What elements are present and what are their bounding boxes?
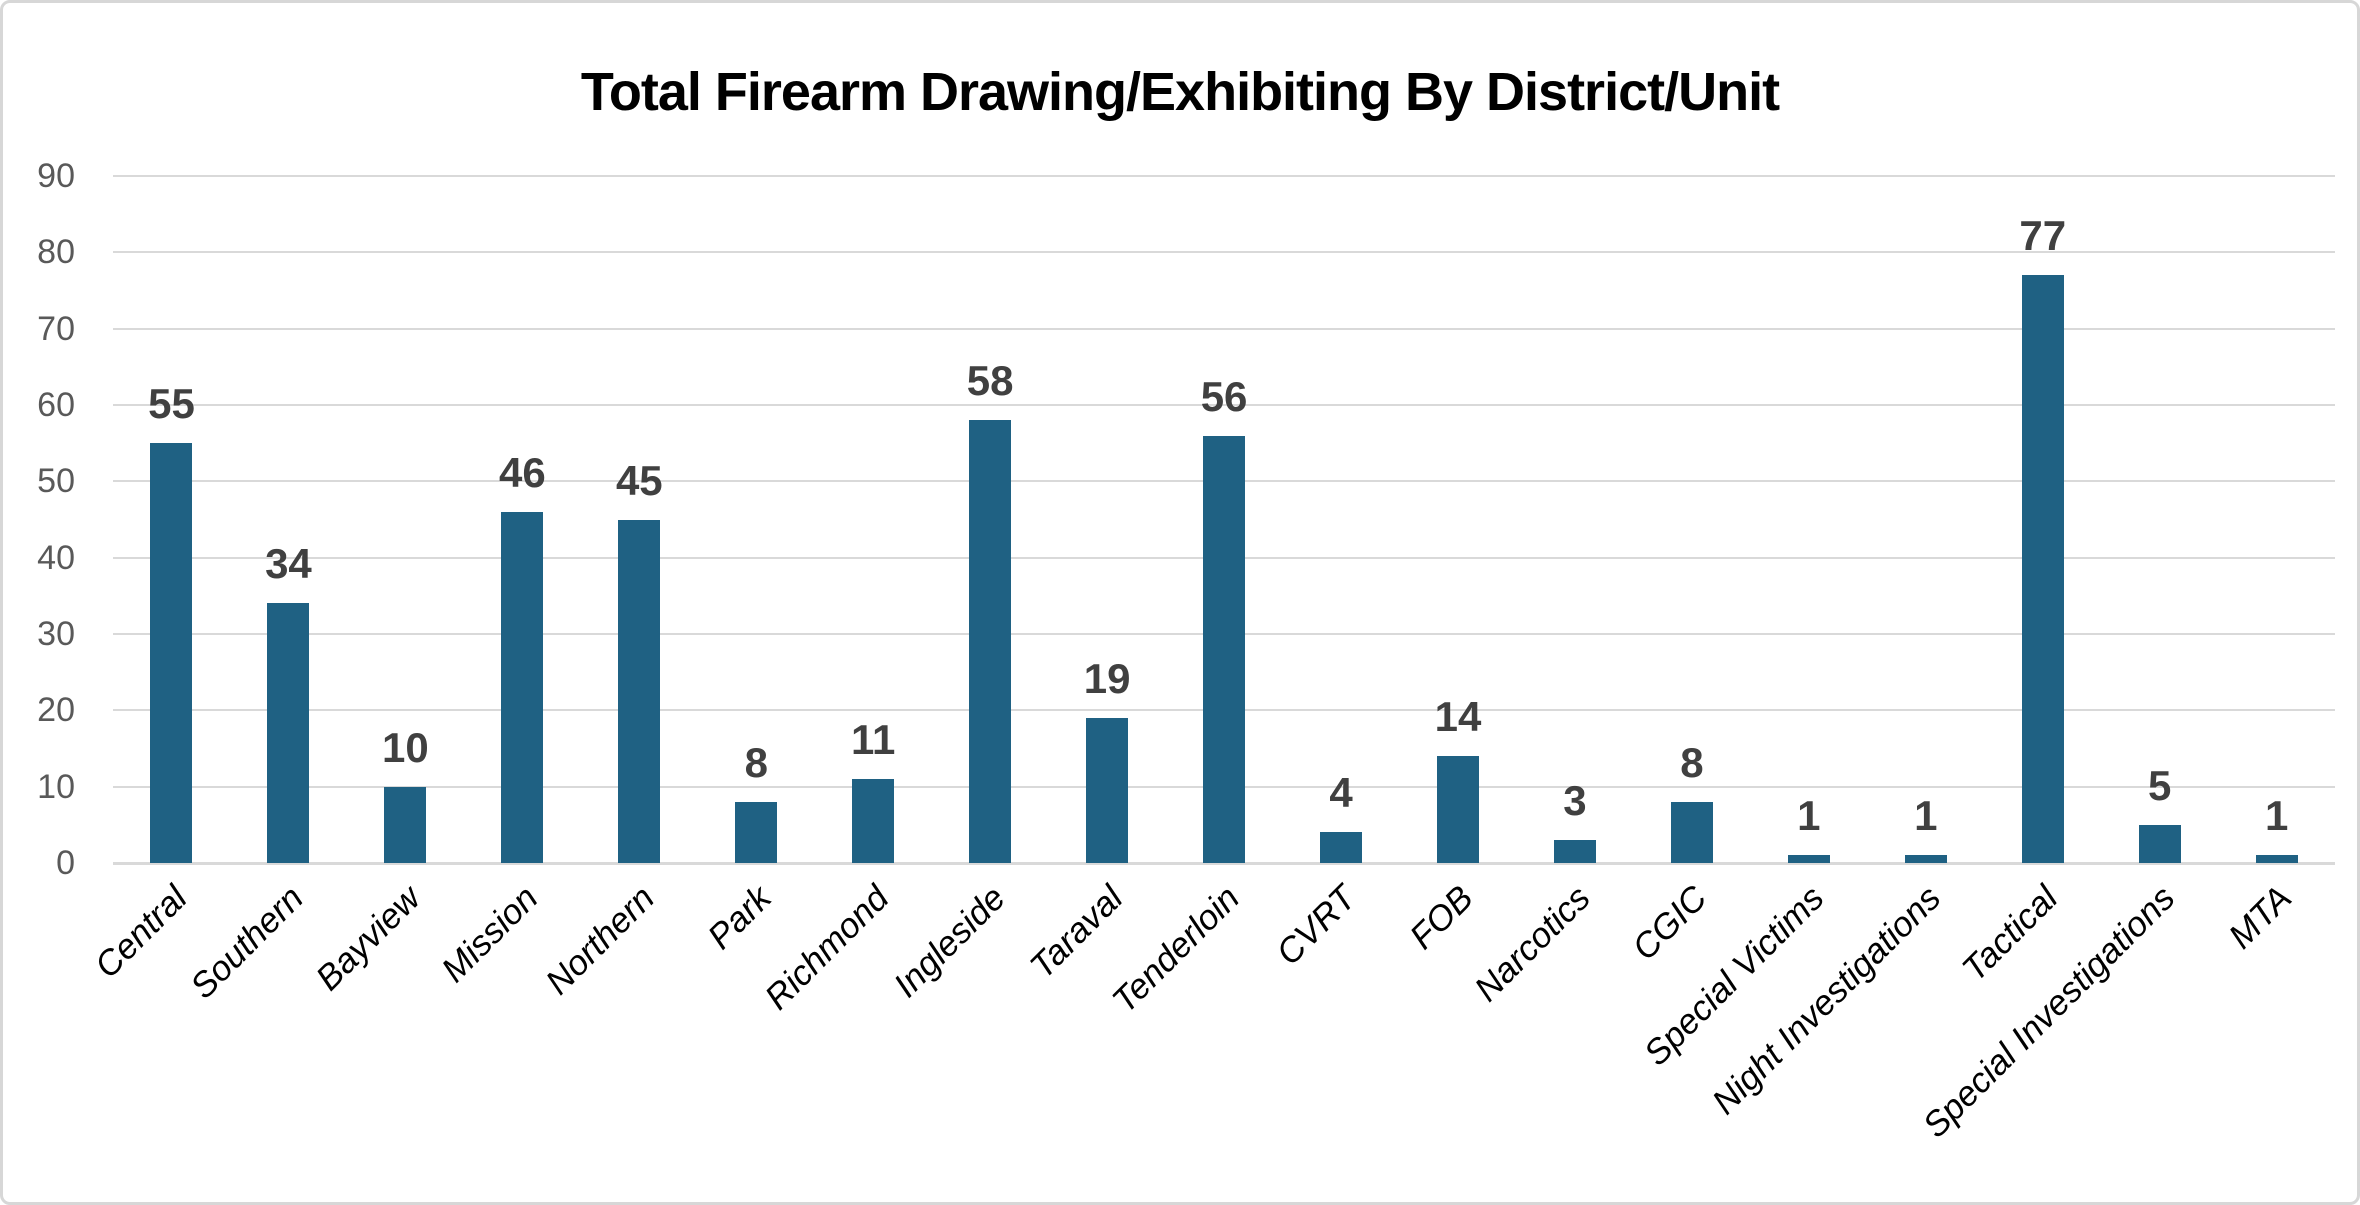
bar-value-label: 45 bbox=[615, 456, 663, 504]
x-category-label: MTA bbox=[2221, 878, 2300, 957]
y-tick-label: 40 bbox=[37, 538, 75, 577]
gridline bbox=[113, 327, 2335, 330]
bar bbox=[1086, 717, 1129, 863]
bar-cell: 1 Night Investigations bbox=[1705, 176, 1984, 1122]
bar bbox=[1670, 801, 1713, 863]
y-tick-label: 70 bbox=[37, 309, 75, 348]
bar-value-label: 58 bbox=[966, 357, 1014, 405]
bar-value-label: 77 bbox=[2019, 212, 2067, 260]
y-tick-label: 20 bbox=[37, 691, 75, 730]
bar-value-label: 4 bbox=[1329, 769, 1353, 817]
gridline bbox=[113, 404, 2335, 406]
bar bbox=[501, 511, 544, 863]
gridline bbox=[113, 251, 2335, 254]
x-category-label: Narcotics bbox=[1467, 878, 1598, 1010]
x-category-label: Night Investigations bbox=[1705, 878, 1949, 1122]
bar-value-label: 8 bbox=[744, 738, 768, 786]
y-tick-label: 50 bbox=[37, 462, 75, 501]
bar bbox=[1553, 840, 1596, 863]
bar-cell: 58 Ingleside bbox=[886, 176, 1049, 1005]
bar bbox=[150, 443, 193, 863]
bar-cell: 45 Northern bbox=[538, 176, 698, 1002]
y-tick-label: 0 bbox=[56, 844, 75, 882]
x-category-label: Park bbox=[700, 878, 780, 957]
bar-cell: 34 Southern bbox=[183, 176, 347, 1006]
bar-value-label: 10 bbox=[382, 723, 429, 771]
bar-value-label: 8 bbox=[1680, 738, 1704, 786]
bar-value-label: 5 bbox=[2148, 761, 2172, 809]
x-category-label: Bayview bbox=[308, 878, 429, 999]
bar-value-label: 14 bbox=[1434, 693, 1482, 741]
chart-title: Total Firearm Drawing/Exhibiting By Dist… bbox=[580, 62, 1780, 122]
bar bbox=[969, 420, 1012, 863]
bar-value-label: 19 bbox=[1083, 654, 1131, 702]
bar bbox=[2138, 824, 2181, 863]
x-category-label: Central bbox=[86, 878, 195, 986]
x-category-label: Taraval bbox=[1022, 878, 1130, 987]
bar bbox=[2021, 275, 2064, 863]
y-tick-label: 60 bbox=[37, 386, 75, 424]
bar bbox=[735, 801, 778, 863]
x-category-label: Northern bbox=[538, 878, 663, 1003]
y-tick-label: 90 bbox=[37, 157, 75, 195]
bar bbox=[384, 786, 427, 863]
bar-value-label: 1 bbox=[1914, 792, 1938, 840]
x-category-label: Richmond bbox=[757, 878, 897, 1018]
bar bbox=[2255, 855, 2298, 863]
bar-cell: 4 CVRT bbox=[1269, 176, 1400, 973]
bar-cell: 1 MTA bbox=[2218, 176, 2335, 956]
bar-cell: 19 Taraval bbox=[1022, 176, 1166, 986]
bar-value-label: 34 bbox=[265, 540, 312, 588]
y-tick-label: 10 bbox=[37, 767, 75, 806]
x-category-label: Mission bbox=[433, 878, 546, 990]
bar bbox=[1904, 855, 1947, 863]
x-category-label: Ingleside bbox=[886, 878, 1014, 1005]
bar bbox=[1320, 832, 1362, 863]
gridline bbox=[113, 861, 2335, 865]
bar bbox=[1787, 855, 1830, 863]
bar bbox=[267, 603, 310, 863]
bar bbox=[618, 519, 661, 863]
x-category-label: CGIC bbox=[1625, 878, 1715, 968]
bar-cell: 3 Narcotics bbox=[1467, 176, 1633, 1009]
x-category-label: Tenderloin bbox=[1104, 878, 1247, 1021]
y-tick-label: 30 bbox=[37, 615, 75, 653]
bar bbox=[1203, 435, 1246, 863]
bar-cell: 1 Special Victims bbox=[1637, 176, 1867, 1073]
x-category-label: FOB bbox=[1402, 878, 1481, 957]
bar bbox=[852, 779, 895, 863]
bars-layer: 55 Central 34 Southern 10 Bayview 46 Mission 45 N… bbox=[87, 176, 2335, 1146]
bar-value-label: 46 bbox=[498, 448, 546, 496]
bar-value-label: 1 bbox=[1797, 792, 1821, 840]
bar-cell: 5 Special Investigations bbox=[1916, 176, 2218, 1145]
x-category-label: Southern bbox=[183, 878, 312, 1007]
bar-cell: 14 FOB bbox=[1399, 176, 1516, 957]
x-category-label: Tactical bbox=[1955, 878, 2066, 989]
bar-cell: 8 Park bbox=[698, 176, 815, 956]
bar-value-label: 3 bbox=[1563, 777, 1587, 825]
bar-cell: 10 Bayview bbox=[309, 176, 464, 998]
bar-cell: 56 Tenderloin bbox=[1105, 176, 1283, 1020]
bar-value-label: 56 bbox=[1200, 372, 1248, 420]
plot-area: 0 10 20 30 40 50 60 70 80 90 55 Central 34 Southern 1… bbox=[37, 159, 2335, 1146]
y-tick-label: 80 bbox=[37, 233, 75, 272]
bar-cell: 55 Central bbox=[87, 176, 230, 986]
bar-cell: 8 CGIC bbox=[1625, 176, 1750, 967]
bar-cell: 11 Richmond bbox=[757, 176, 932, 1018]
gridline bbox=[113, 175, 2335, 177]
x-category-label: CVRT bbox=[1269, 878, 1364, 973]
bar-cell: 77 Tactical bbox=[1955, 176, 2101, 989]
bar-value-label: 11 bbox=[851, 716, 896, 764]
bar bbox=[1436, 756, 1479, 863]
bar-value-label: 55 bbox=[148, 380, 195, 428]
bar-value-label: 1 bbox=[2264, 792, 2289, 840]
bar-cell: 46 Mission bbox=[434, 176, 581, 989]
